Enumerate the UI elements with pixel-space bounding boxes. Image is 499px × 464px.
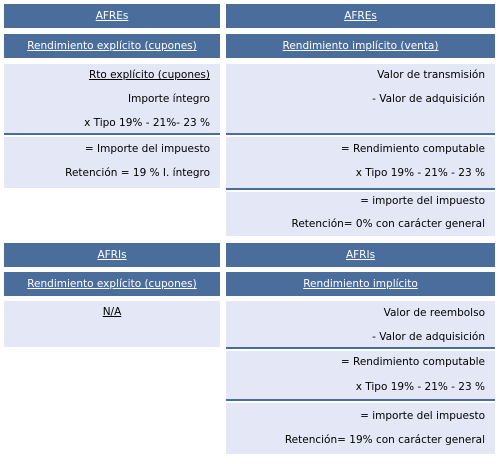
afres-right-subheader: Rendimiento implícito (venta) — [226, 34, 495, 58]
divider — [4, 133, 220, 135]
afris-left-group1: N/A — [4, 301, 220, 347]
divider — [226, 188, 495, 190]
afres-right-group1: Valor de transmisión - Valor de adquisic… — [226, 64, 495, 133]
tipo-label: x Tipo 19% - 21% - 23 % — [355, 381, 485, 393]
tipo-label: x Tipo 19% - 21% - 23 % — [355, 167, 485, 179]
afris-right-group3: = importe del impuesto Retención= 19% co… — [226, 403, 495, 454]
afris-right-title: AFRIs — [345, 249, 376, 261]
afris-right-subheader: Rendimiento implícito — [226, 272, 495, 296]
valor-adquisicion-label: - Valor de adquisición — [372, 331, 485, 343]
afres-right-header: AFREs — [226, 4, 495, 28]
afres-left-group1: Rto explícito (cupones) Importe íntegro … — [4, 64, 220, 133]
importe-integro-label: Importe íntegro — [128, 93, 210, 105]
retencion-label: Retención = 19 % I. íntegro — [65, 167, 210, 179]
afres-left-title: AFREs — [95, 10, 129, 22]
importe-impuesto-label: = importe del impuesto — [360, 195, 485, 207]
afres-right-subtitle: Rendimiento implícito (venta) — [282, 40, 439, 52]
retencion-label: Retención= 0% con carácter general — [291, 218, 485, 230]
afris-right-subtitle: Rendimiento implícito — [303, 278, 418, 290]
retencion-label: Retención= 19% con carácter general — [284, 434, 485, 446]
na-label: N/A — [102, 306, 122, 318]
afres-left-group2: = Importe del impuesto Retención = 19 % … — [4, 137, 220, 188]
divider — [226, 399, 495, 401]
rto-explicito-label: Rto explícito (cupones) — [88, 69, 210, 81]
afris-right-group1: Valor de reembolso - Valor de adquisició… — [226, 301, 495, 347]
afris-left-subtitle: Rendimiento explícito (cupones) — [27, 278, 197, 290]
afres-right-title: AFREs — [344, 10, 377, 22]
afris-left-subheader: Rendimiento explícito (cupones) — [4, 272, 220, 296]
importe-impuesto-label: = importe del impuesto — [360, 410, 485, 422]
importe-impuesto-label: = Importe del impuesto — [84, 143, 210, 155]
divider — [226, 347, 495, 349]
divider — [226, 133, 495, 135]
afris-left-title: AFRIs — [97, 249, 127, 261]
rendimiento-computable-label: = Rendimiento computable — [340, 143, 485, 155]
valor-reembolso-label: Valor de reembolso — [383, 307, 485, 319]
afris-right-group2: = Rendimiento computable x Tipo 19% - 21… — [226, 351, 495, 399]
rendimiento-computable-label: = Rendimiento computable — [340, 356, 485, 368]
afres-right-group2: = Rendimiento computable x Tipo 19% - 21… — [226, 137, 495, 188]
tipo-label: x Tipo 19% - 21%- 23 % — [84, 117, 210, 129]
valor-transmision-label: Valor de transmisión — [377, 69, 485, 81]
afris-left-header: AFRIs — [4, 243, 220, 267]
afres-left-subheader: Rendimiento explícito (cupones) — [4, 34, 220, 58]
afres-left-header: AFREs — [4, 4, 220, 28]
afres-left-subtitle: Rendimiento explícito (cupones) — [27, 40, 197, 52]
valor-adquisicion-label: - Valor de adquisición — [372, 93, 485, 105]
afris-right-header: AFRIs — [226, 243, 495, 267]
afres-right-group3: = importe del impuesto Retención= 0% con… — [226, 192, 495, 236]
